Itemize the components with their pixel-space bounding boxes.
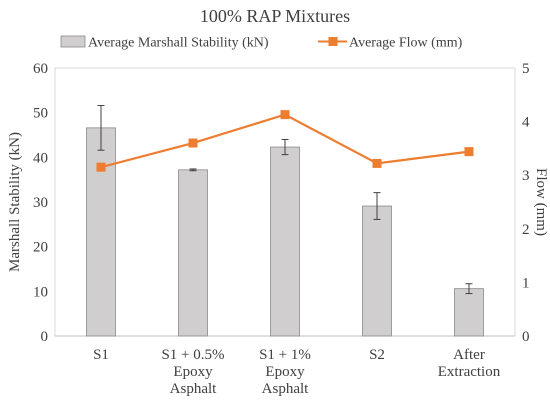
flow-marker bbox=[280, 110, 290, 120]
category-label-line: S1 + 0.5% bbox=[161, 347, 224, 363]
bar bbox=[454, 288, 484, 337]
y2-axis-title: Flow (mm) bbox=[533, 168, 549, 236]
bar bbox=[362, 205, 392, 337]
flow-series bbox=[96, 110, 474, 172]
y-tick-label: 50 bbox=[33, 106, 48, 122]
flow-marker bbox=[188, 138, 198, 148]
y-tick-label: 0 bbox=[41, 329, 49, 345]
category-label-line: Epoxy bbox=[265, 364, 305, 380]
category-label-line: S1 bbox=[93, 347, 109, 363]
y2-tick-label: 0 bbox=[522, 329, 530, 345]
flow-marker bbox=[372, 158, 382, 168]
flow-marker bbox=[96, 162, 106, 172]
bar bbox=[178, 169, 208, 337]
category-label-line: Epoxy bbox=[173, 364, 213, 380]
y-tick-label: 30 bbox=[33, 195, 48, 211]
flow-marker bbox=[464, 147, 474, 157]
bar bbox=[86, 127, 116, 337]
y-tick-label: 20 bbox=[33, 240, 48, 256]
category-label: After Extraction bbox=[438, 347, 501, 380]
category-label-line: S2 bbox=[369, 347, 385, 363]
category-label-line: Asphalt bbox=[170, 381, 217, 397]
bar bbox=[270, 146, 300, 337]
legend-bar-swatch bbox=[60, 35, 86, 48]
y2-tick-label: 4 bbox=[522, 115, 530, 131]
category-label-line: Asphalt bbox=[262, 381, 309, 397]
legend: Average Marshall Stability (kN) Average … bbox=[60, 35, 463, 51]
y-axis-title: Marshall Stability (kN) bbox=[7, 132, 23, 272]
category-label-line: S1 + 1% bbox=[259, 347, 311, 363]
y-tick-label: 40 bbox=[33, 150, 48, 166]
category-label-line: After bbox=[453, 347, 485, 363]
category-label-line: Extraction bbox=[438, 364, 501, 380]
y2-axis-ticks: 0 1 2 3 4 5 bbox=[522, 61, 530, 345]
category-label: S1 bbox=[93, 347, 109, 363]
y2-tick-label: 2 bbox=[522, 222, 530, 238]
error-bars bbox=[97, 105, 473, 295]
y-axis-ticks: 0 10 20 30 40 50 60 bbox=[33, 61, 48, 345]
y-tick-label: 60 bbox=[33, 61, 48, 77]
y2-tick-label: 5 bbox=[522, 61, 530, 77]
category-label: S1 + 0.5% Epoxy Asphalt bbox=[161, 347, 224, 397]
category-label: S2 bbox=[369, 347, 385, 363]
bars bbox=[86, 127, 484, 337]
category-label: S1 + 1% Epoxy Asphalt bbox=[259, 347, 311, 397]
y-tick-label: 10 bbox=[33, 284, 48, 300]
legend-line-label: Average Flow (mm) bbox=[349, 36, 463, 51]
y2-tick-label: 1 bbox=[522, 275, 530, 291]
chart-title: 100% RAP Mixtures bbox=[200, 6, 350, 26]
legend-bar-label: Average Marshall Stability (kN) bbox=[88, 36, 269, 51]
legend-line-marker bbox=[328, 37, 338, 46]
y2-tick-label: 3 bbox=[522, 168, 530, 184]
